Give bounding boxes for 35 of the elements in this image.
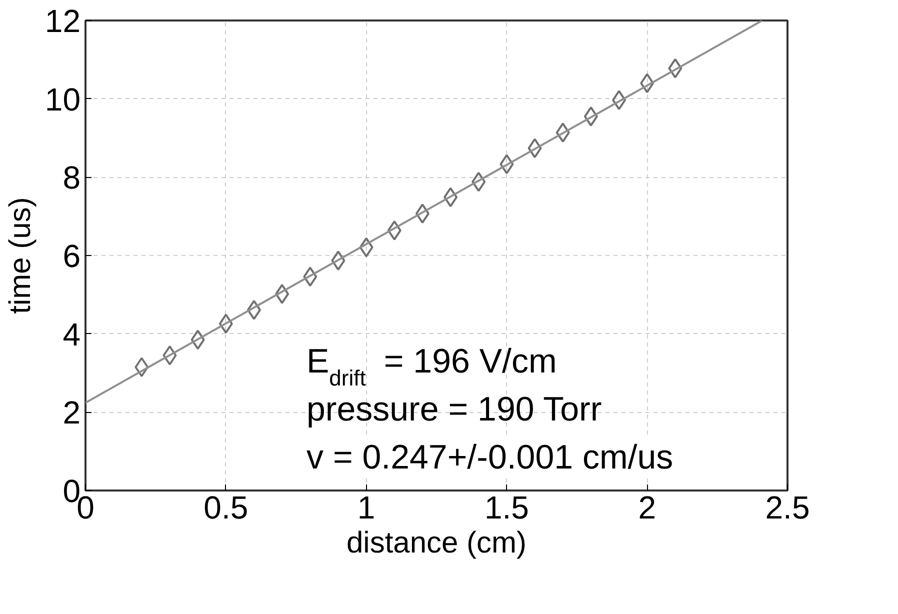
point [387, 220, 402, 240]
point [331, 250, 346, 271]
x-tick-label: 0.5 [204, 490, 248, 526]
y-tick-label: 12 [44, 3, 80, 39]
point [444, 187, 458, 208]
point [162, 345, 177, 366]
point [246, 300, 261, 320]
point [218, 314, 233, 334]
y-tick-label: 10 [44, 81, 80, 118]
point [415, 204, 430, 224]
y-axis-title: time (us) [4, 197, 37, 314]
point [303, 266, 318, 287]
y-tick-label: 4 [62, 316, 80, 352]
point [275, 284, 290, 304]
y-tick-label: 8 [62, 160, 80, 196]
point [134, 357, 149, 378]
point [668, 58, 682, 78]
y-tick-label: 2 [62, 394, 80, 431]
point [556, 122, 570, 143]
x-axis-title: distance (cm) [346, 526, 527, 560]
annotation: pressure = 190 Torr [306, 390, 602, 428]
point [472, 172, 486, 192]
point [190, 330, 205, 350]
point [584, 106, 598, 126]
annotation: v = 0.247+/-0.001 cm/us [306, 438, 674, 476]
point [612, 90, 626, 110]
x-tick-label: 2 [638, 490, 656, 526]
point [500, 154, 514, 174]
point [359, 237, 374, 258]
x-tick-label: 1 [357, 490, 376, 526]
x-tick-label: 1.5 [484, 490, 529, 526]
point [640, 73, 654, 94]
y-tick-label: 6 [62, 238, 80, 274]
point [528, 138, 542, 158]
x-tick-label: 2.5 [765, 490, 810, 526]
